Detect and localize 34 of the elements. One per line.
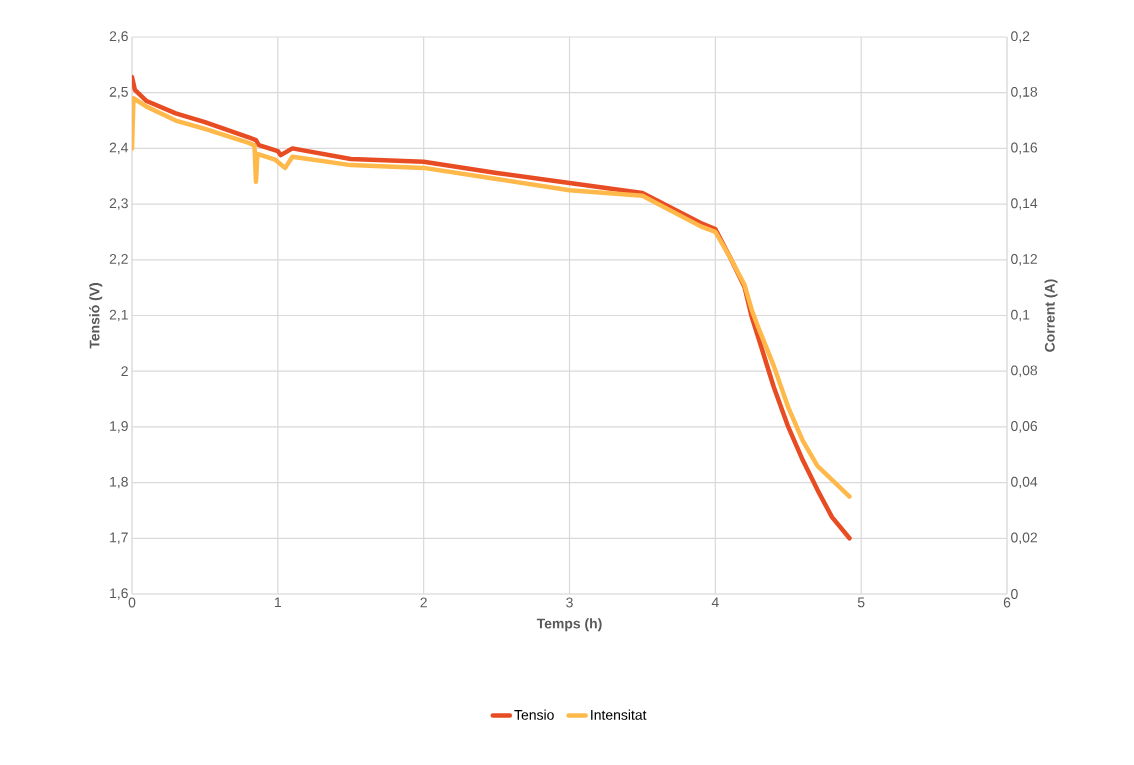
x-tick-label: 2 <box>420 597 427 608</box>
y2-tick-label: 0 <box>1011 589 1018 599</box>
y2-tick-label: 0,1 <box>1011 309 1030 322</box>
y2-tick-label: 0,18 <box>1011 86 1038 99</box>
y-tick-label: 2,4 <box>109 142 129 155</box>
x-tick-label: 4 <box>711 597 719 608</box>
y-tick-label: 2,3 <box>109 198 128 210</box>
x-tick-label: 1 <box>275 597 282 608</box>
y-tick-label: 1,9 <box>110 421 128 433</box>
y2-tick-label: 0,2 <box>1011 31 1030 43</box>
y-tick-label: 1,6 <box>110 588 128 600</box>
y2-tick-label: 0,04 <box>1011 476 1038 489</box>
x-tick-label: 6 <box>1003 597 1011 608</box>
y2-axis-title: Corrent (A) <box>1044 279 1058 352</box>
y2-tick-label: 0,06 <box>1011 421 1038 433</box>
y-tick-label: 2,6 <box>109 31 128 43</box>
y2-tick-label: 0,08 <box>1011 365 1038 377</box>
y2-tick-label: 0,14 <box>1011 198 1038 210</box>
y2-tick-label: 0,12 <box>1011 254 1037 266</box>
y-tick-label: 2,2 <box>109 254 128 266</box>
x-tick-label: 5 <box>857 597 865 608</box>
y2-tick-label: 0,16 <box>1011 142 1038 155</box>
y-tick-label: 1,7 <box>110 532 128 544</box>
y-tick-label: 1,8 <box>110 476 128 489</box>
legend-label: Intensitat <box>591 709 647 720</box>
y-tick-label: 2,1 <box>109 309 128 322</box>
x-tick-label: 0 <box>128 597 136 608</box>
x-tick-label: 3 <box>566 597 573 608</box>
y-axis-title: Tensió (V) <box>89 283 103 349</box>
y-tick-label: 2,5 <box>109 86 128 99</box>
y2-tick-label: 0,02 <box>1011 532 1037 545</box>
legend-label: Tensio <box>514 709 554 720</box>
x-axis-title: Temps (h) <box>536 618 602 632</box>
y-tick-label: 2 <box>121 366 128 377</box>
